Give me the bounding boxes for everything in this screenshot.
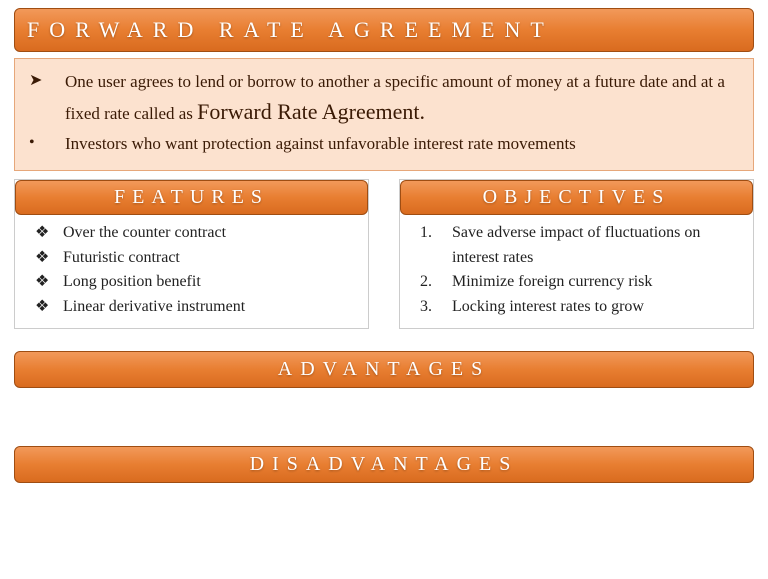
description-box: ➤One user agrees to lend or borrow to an… xyxy=(14,58,754,171)
objective-text: Save adverse impact of fluctuations on i… xyxy=(452,221,743,271)
feature-item: ❖Linear derivative instrument xyxy=(35,295,358,320)
bullet-icon: ❖ xyxy=(35,295,63,320)
features-heading: FEATURES xyxy=(15,180,368,215)
advantages-heading: ADVANTAGES xyxy=(14,351,754,388)
title-banner: FORWARD RATE AGREEMENT xyxy=(14,8,754,52)
feature-item: ❖Long position benefit xyxy=(35,270,358,295)
bullet-icon: ➤ xyxy=(29,69,65,94)
bullet-icon: • xyxy=(29,131,65,156)
objective-number: 2. xyxy=(420,270,452,295)
feature-item: ❖Over the counter contract xyxy=(35,221,358,246)
features-column: FEATURES ❖Over the counter contract❖Futu… xyxy=(14,179,369,329)
feature-item: ❖Futuristic contract xyxy=(35,246,358,271)
feature-text: Linear derivative instrument xyxy=(63,295,245,320)
objectives-list: 1.Save adverse impact of fluctuations on… xyxy=(400,215,753,328)
feature-text: Over the counter contract xyxy=(63,221,226,246)
feature-text: Long position benefit xyxy=(63,270,201,295)
two-column-row: FEATURES ❖Over the counter contract❖Futu… xyxy=(14,179,754,329)
description-text: Investors who want protection against un… xyxy=(65,131,739,157)
description-text: One user agrees to lend or borrow to ano… xyxy=(65,69,739,129)
bullet-icon: ❖ xyxy=(35,270,63,295)
objectives-column: OBJECTIVES 1.Save adverse impact of fluc… xyxy=(399,179,754,329)
bullet-icon: ❖ xyxy=(35,246,63,271)
objective-item: 3.Locking interest rates to grow xyxy=(420,295,743,320)
bullet-icon: ❖ xyxy=(35,221,63,246)
description-item: ➤One user agrees to lend or borrow to an… xyxy=(29,69,739,129)
description-item: •Investors who want protection against u… xyxy=(29,131,739,157)
objective-number: 1. xyxy=(420,221,452,246)
disadvantages-heading: DISADVANTAGES xyxy=(14,446,754,483)
objective-item: 2.Minimize foreign currency risk xyxy=(420,270,743,295)
features-list: ❖Over the counter contract❖Futuristic co… xyxy=(15,215,368,328)
objectives-heading: OBJECTIVES xyxy=(400,180,753,215)
objective-text: Locking interest rates to grow xyxy=(452,295,644,320)
objective-text: Minimize foreign currency risk xyxy=(452,270,652,295)
objective-number: 3. xyxy=(420,295,452,320)
feature-text: Futuristic contract xyxy=(63,246,180,271)
objective-item: 1.Save adverse impact of fluctuations on… xyxy=(420,221,743,271)
